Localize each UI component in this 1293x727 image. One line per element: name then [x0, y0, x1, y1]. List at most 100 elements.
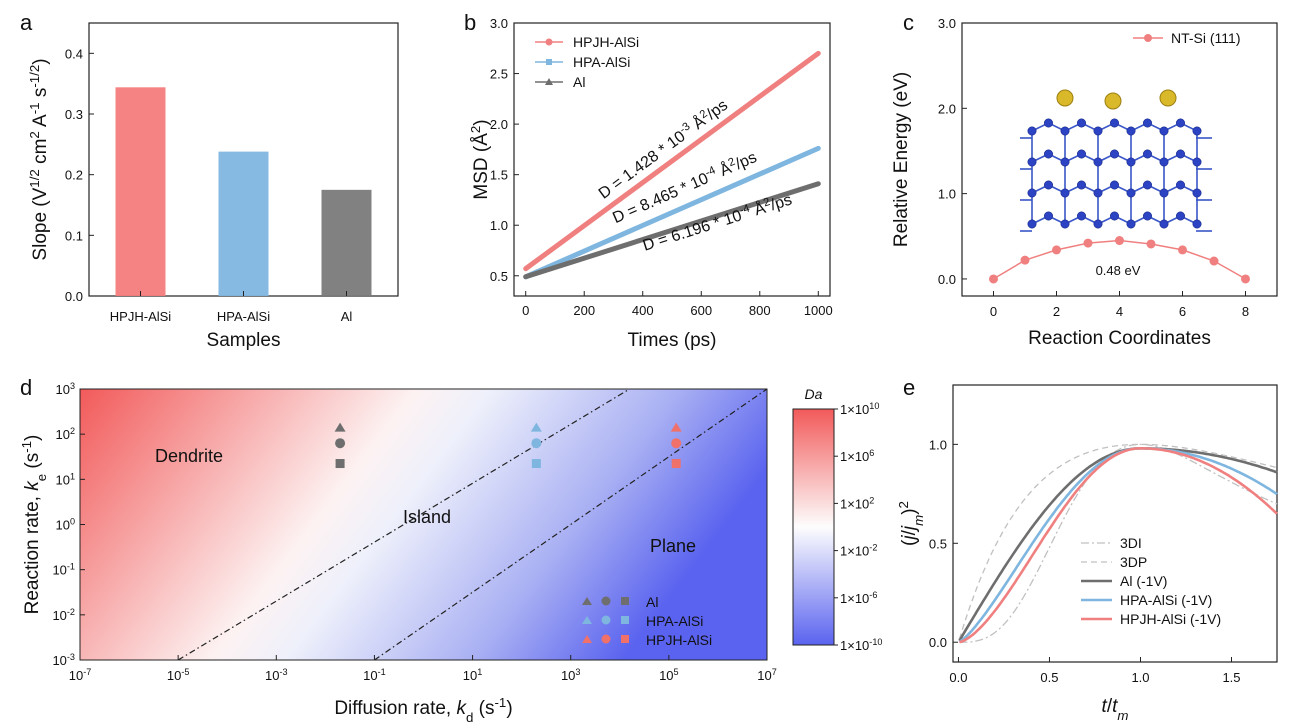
y-tick-label: 0.4 — [65, 46, 83, 61]
si-atom — [1159, 188, 1169, 198]
x-tick-label: 600 — [690, 303, 712, 318]
si-atom — [1126, 219, 1136, 229]
si-atom — [1126, 126, 1136, 136]
y-tick-label: 0.5 — [929, 536, 947, 551]
panel-label-b: b — [464, 10, 476, 35]
data-point — [1241, 274, 1250, 284]
atomic-structure-illustration — [1020, 89, 1212, 232]
legend-marker — [1144, 34, 1152, 42]
legend-label: HPA-AlSi — [573, 54, 630, 70]
y-tick-label: 1.0 — [938, 187, 956, 202]
bar-HPA-AlSi — [218, 151, 269, 296]
y-tick-label: 0.0 — [65, 289, 83, 304]
x-axis-label: Times (ps) — [627, 330, 716, 351]
si-atom — [1027, 157, 1037, 167]
si-atom — [1060, 126, 1070, 136]
x-tick-label: 10-1 — [363, 667, 386, 683]
x-tick-label: Al — [341, 309, 353, 324]
colorbar-bar — [792, 408, 835, 646]
x-tick-label: HPJH-AlSi — [110, 309, 172, 324]
legend-marker-square — [621, 616, 629, 624]
x-tick-label: 200 — [573, 303, 595, 318]
si-atom — [1060, 157, 1070, 167]
x-axis-label: t/tm — [1102, 696, 1129, 723]
si-atom — [1192, 219, 1202, 229]
legend-label: NT-Si (111) — [1171, 30, 1241, 46]
x-axis-label: Samples — [207, 330, 281, 351]
si-atom — [1093, 188, 1103, 198]
al-atom — [1104, 92, 1122, 110]
si-atom — [1126, 188, 1136, 198]
colorbar-tick-label: 1×10-10 — [840, 637, 882, 653]
si-atom — [1176, 149, 1186, 159]
legend-marker-square — [621, 635, 629, 643]
legend-label: HPJH-AlSi — [573, 34, 639, 50]
bar-Al — [321, 189, 372, 296]
x-tick-label: 107 — [757, 667, 777, 683]
si-atom — [1060, 219, 1070, 229]
y-axis-label: Reaction rate, ke (s-1) — [19, 435, 49, 615]
axes-frame — [952, 384, 1278, 663]
legend-marker-circle — [601, 596, 611, 606]
panel-e-line-chart: 0.0 0.5 1.0 1.5 0.0 0.5 1.0 3DI 3DP Al (-1V) HPA-A… — [896, 384, 1278, 723]
colorbar-tick-label: 1×102 — [840, 495, 874, 511]
axes-frame — [513, 22, 831, 297]
x-tick-label: 10-7 — [69, 667, 92, 683]
si-atom — [1176, 211, 1186, 221]
legend-marker-triangle — [545, 78, 553, 85]
si-atom — [1027, 219, 1037, 229]
si-atom — [1093, 126, 1103, 136]
y-axis-label: Slope (V1/2 cm2 A-1 s-1/2) — [27, 58, 52, 260]
x-tick-label: 2 — [1053, 304, 1060, 319]
legend-label: HPJH-AlSi (-1V) — [1120, 611, 1221, 627]
panel-c-line-chart: 0 2 4 6 8 0.0 1.0 2.0 3.0 0.48 eV NT-Si (111) React… — [891, 16, 1278, 349]
series-HPJH-AlSi — [523, 50, 821, 272]
si-atom — [1159, 219, 1169, 229]
y-tick-label: 3.0 — [938, 16, 956, 31]
panel-a-bar-chart: 0.0 0.1 0.2 0.3 0.4 HPJH-AlSi HPA-AlSi Al Sample… — [27, 22, 399, 351]
si-atom — [1110, 149, 1120, 159]
si-atom — [1027, 188, 1037, 198]
y-tick-label: 0.1 — [65, 228, 83, 243]
si-atom — [1060, 188, 1070, 198]
sample-marker-circle — [335, 438, 346, 449]
si-atom — [1192, 188, 1202, 198]
region-label-Plane: Plane — [650, 536, 696, 556]
legend-label: Al — [573, 74, 585, 90]
si-atom — [1176, 118, 1186, 128]
si-atom — [1143, 180, 1153, 190]
sample-marker-square — [335, 459, 345, 469]
data-point — [1178, 245, 1187, 255]
y-tick-label: 1.5 — [490, 168, 508, 183]
panel-label-a: a — [20, 10, 33, 35]
data-point — [989, 274, 998, 284]
si-atom — [1077, 149, 1087, 159]
colorbar-tick-label: 1×106 — [840, 448, 874, 464]
x-tick-label: 6 — [1179, 304, 1186, 319]
si-atom — [1077, 118, 1087, 128]
legend-label: Al (-1V) — [1120, 573, 1167, 589]
y-axis-label: MSD (Å2) — [468, 119, 493, 199]
region-label-Island: Island — [403, 507, 451, 527]
x-tick-label: 105 — [659, 667, 679, 683]
x-tick-label: 103 — [561, 667, 581, 683]
x-tick-label: 10-3 — [265, 667, 288, 683]
si-atom — [1044, 149, 1054, 159]
si-atom — [1159, 157, 1169, 167]
legend-label: 3DI — [1120, 535, 1142, 551]
si-atom — [1143, 211, 1153, 221]
legend-marker-triangle — [582, 597, 592, 605]
x-tick-label: 8 — [1242, 304, 1249, 319]
data-point — [1146, 239, 1156, 249]
heatmap-field — [80, 389, 767, 660]
legend-marker-circle — [545, 38, 553, 46]
x-tick-label: 1.5 — [1222, 670, 1240, 685]
y-tick-label: 10-1 — [52, 562, 75, 578]
x-axis-label: Reaction Coordinates — [1028, 328, 1211, 349]
series-HPA-AlSi — [523, 145, 821, 280]
y-tick-label: 101 — [55, 471, 75, 487]
sample-marker-square — [671, 459, 681, 469]
y-tick-label: 100 — [55, 517, 75, 533]
x-axis-label: Diffusion rate, kd (s-1) — [334, 695, 512, 725]
